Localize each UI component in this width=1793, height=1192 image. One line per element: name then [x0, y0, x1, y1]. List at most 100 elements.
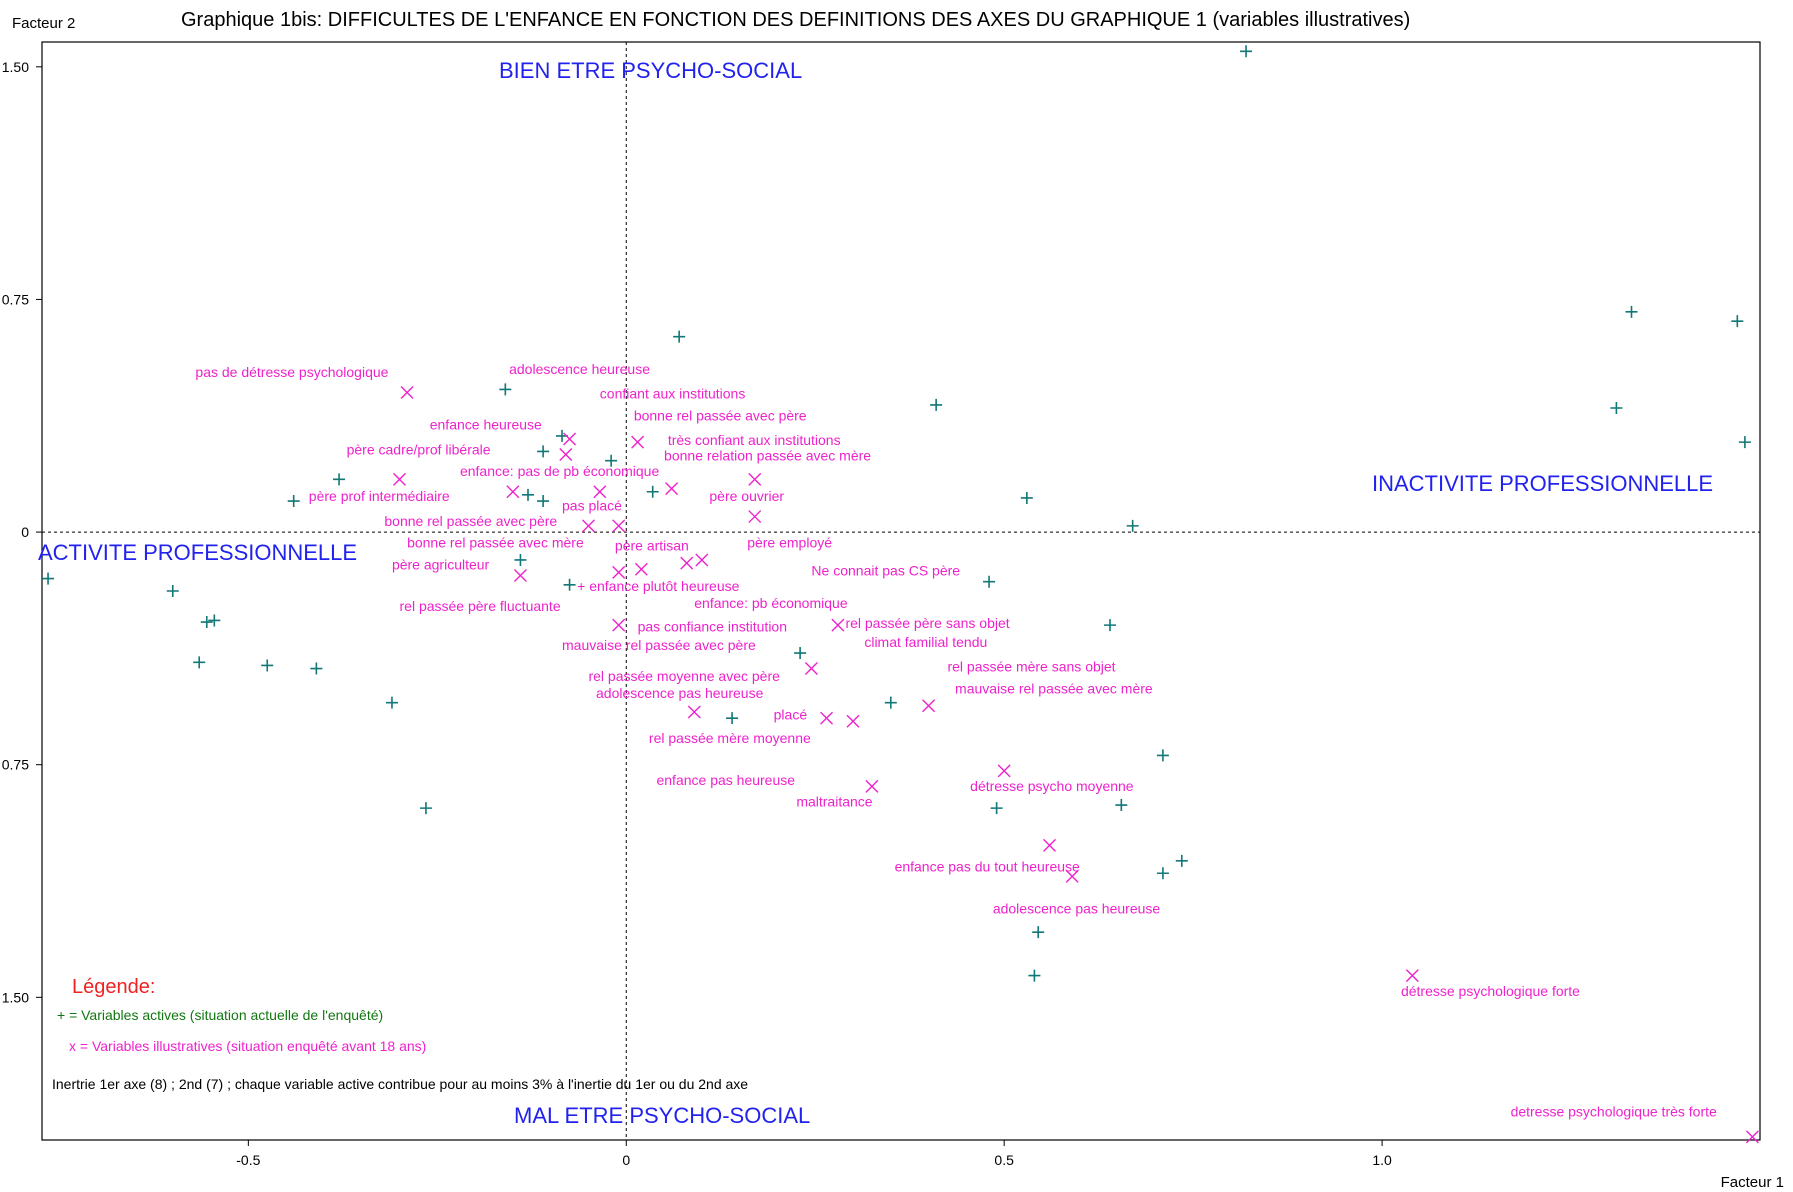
x-tick-label: -0.5 — [236, 1152, 260, 1168]
y-tick-label: 1.50 — [2, 989, 29, 1005]
legend: Légende: + = Variables actives (situatio… — [57, 976, 426, 1054]
point-label: détresse psycho moyenne — [970, 778, 1134, 794]
y-axis-label: Facteur 2 — [12, 15, 75, 32]
illustrative-point — [687, 705, 701, 719]
y-tick-label: 0.75 — [2, 757, 29, 773]
point-label: detresse psychologique très forte — [1511, 1104, 1717, 1120]
point-label: bonne rel passée avec père — [384, 513, 557, 529]
active-point — [1156, 867, 1169, 880]
illustrative-point — [559, 448, 573, 462]
point-label: pas confiance institution — [638, 618, 787, 634]
active-point — [983, 575, 996, 588]
point-label: climat familial tendu — [864, 634, 987, 650]
active-point — [1020, 491, 1033, 504]
active-point — [200, 616, 213, 629]
point-label: bonne relation passée avec mère — [664, 448, 871, 464]
chart-title: Graphique 1bis: DIFFICULTES DE L'ENFANCE… — [181, 9, 1410, 31]
point-label: rel passée mère moyenne — [649, 730, 811, 746]
active-point — [521, 488, 534, 501]
axis-name-top: BIEN ETRE PSYCHO-SOCIAL — [499, 58, 802, 83]
illustrative-point — [631, 435, 645, 449]
active-point — [673, 330, 686, 343]
point-label: bonne rel passée avec père — [634, 407, 807, 423]
legend-illustrative: x = Variables illustratives (situation e… — [69, 1038, 426, 1054]
active-points — [42, 45, 1751, 982]
point-label: Ne connait pas CS père — [811, 562, 960, 578]
active-point — [605, 454, 618, 467]
point-label: père prof intermédiaire — [309, 488, 450, 504]
point-label: enfance: pb économique — [694, 595, 848, 611]
point-label: rel passée mère sans objet — [947, 659, 1115, 675]
active-point — [1625, 305, 1638, 318]
point-label: détresse psychologique forte — [1401, 983, 1580, 999]
axis-name-bottom: MAL ETRE PSYCHO-SOCIAL — [514, 1103, 810, 1128]
active-point — [42, 572, 55, 585]
point-label: bonne rel passée avec mère — [407, 535, 584, 551]
inertia-note: Inertrie 1er axe (8) ; 2nd (7) ; chaque … — [52, 1076, 748, 1092]
point-label: maltraitance — [796, 794, 872, 810]
illustrative-point — [1043, 838, 1057, 852]
active-point — [990, 802, 1003, 815]
active-point — [1738, 436, 1751, 449]
y-tick-label: 0 — [21, 524, 29, 540]
active-point — [287, 495, 300, 508]
x-ticks: -0.5 0 0.5 1.0 — [236, 1140, 1392, 1168]
point-label: enfance pas heureuse — [656, 772, 795, 788]
point-label: enfance: pas de pb économique — [460, 463, 659, 479]
y-tick-label: 0.75 — [2, 291, 29, 307]
active-point — [1610, 402, 1623, 414]
point-label: père cadre/prof libérale — [347, 442, 491, 458]
illustrative-point — [1065, 869, 1079, 883]
illustrative-point — [634, 562, 648, 576]
point-label: rel passée père fluctuante — [400, 598, 561, 614]
point-label: mauvaise rel passée avec père — [562, 637, 756, 653]
illustrative-point — [665, 482, 679, 496]
point-label: rel passée moyenne avec père — [588, 668, 780, 684]
active-point — [537, 495, 550, 508]
active-point — [419, 802, 432, 815]
illustrative-point — [804, 662, 818, 676]
active-point — [537, 445, 550, 458]
axis-name-right: INACTIVITE PROFESSIONNELLE — [1372, 471, 1713, 496]
point-label: père artisan — [615, 538, 689, 554]
active-point — [794, 647, 807, 660]
active-point — [563, 578, 576, 591]
illustrative-point — [865, 779, 879, 793]
active-point — [884, 696, 897, 709]
illustrative-point — [748, 510, 762, 524]
active-point — [1126, 519, 1139, 532]
illustrative-point — [1405, 969, 1419, 983]
point-label: rel passée père sans objet — [845, 615, 1009, 631]
active-point — [310, 662, 323, 675]
axis-name-left: ACTIVITE PROFESSIONNELLE — [38, 540, 357, 565]
active-point — [930, 398, 943, 411]
point-label: adolescence pas heureuse — [596, 685, 764, 701]
active-point — [261, 659, 274, 672]
point-label: adolescence pas heureuse — [993, 901, 1161, 917]
active-point — [1115, 799, 1128, 812]
illustrative-point — [831, 618, 845, 632]
active-point — [1240, 45, 1253, 58]
illustrative-point — [997, 764, 1011, 778]
active-point — [1156, 749, 1169, 762]
point-label: + enfance plutôt heureuse — [577, 578, 740, 594]
illustrative-point — [612, 565, 626, 579]
legend-title: Légende: — [72, 976, 155, 998]
illustrative-point — [695, 553, 709, 567]
y-ticks: 1.50 0.75 0 0.75 1.50 — [2, 59, 42, 1005]
point-label: père employé — [747, 535, 832, 551]
active-point — [385, 696, 398, 709]
active-point — [499, 383, 512, 396]
point-label: pas de détresse psychologique — [195, 364, 388, 380]
illustrative-point — [922, 699, 936, 713]
point-labels: pas de détresse psychologique adolescence… — [195, 361, 1717, 1120]
x-tick-label: 0.5 — [994, 1152, 1014, 1168]
illustrative-point — [506, 485, 520, 499]
illustrative-points — [393, 385, 1759, 1144]
y-tick-label: 1.50 — [2, 59, 29, 75]
illustrative-point — [680, 556, 694, 570]
point-label: enfance heureuse — [430, 417, 542, 433]
illustrative-point — [820, 711, 834, 725]
active-point — [1175, 854, 1188, 867]
